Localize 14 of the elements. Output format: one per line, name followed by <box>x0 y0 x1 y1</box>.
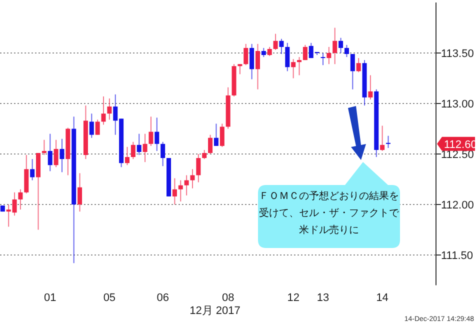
y-tick-label: 113.50 <box>441 48 474 60</box>
x-tick-label: 06 <box>156 292 169 304</box>
x-tick-label: 01 <box>44 292 56 304</box>
x-tick-label: 12 <box>287 292 300 304</box>
x-tick-label: 05 <box>103 292 116 304</box>
y-tick-label: 112.50 <box>441 149 474 161</box>
x-tick-label: 14 <box>376 292 388 304</box>
y-tick-label: 111.50 <box>441 250 474 262</box>
x-axis-title: 12月 2017 <box>190 305 240 317</box>
y-tick-label: 112.00 <box>441 200 474 212</box>
annotation: ＦＯＭＣの予想どおりの結果を受けて、セル・ザ・ファクトで米ドル売りに <box>258 190 400 238</box>
x-tick-label: 13 <box>316 292 330 304</box>
x-tick-label: 08 <box>222 292 234 304</box>
y-tick-label: 113.00 <box>441 98 474 110</box>
